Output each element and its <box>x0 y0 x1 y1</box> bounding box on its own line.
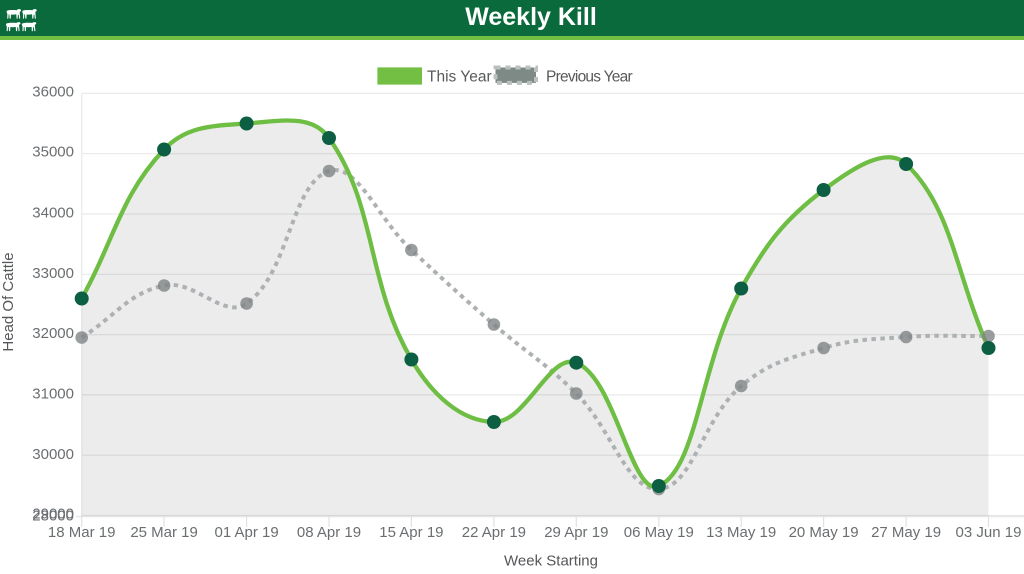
svg-text:08 Apr 19: 08 Apr 19 <box>297 524 361 541</box>
svg-text:32000: 32000 <box>32 325 74 342</box>
svg-text:34000: 34000 <box>32 205 74 222</box>
svg-text:Previous Year: Previous Year <box>546 69 632 86</box>
svg-text:01 Apr 19: 01 Apr 19 <box>214 524 278 541</box>
svg-text:35000: 35000 <box>32 144 74 161</box>
svg-text:03 Jun 19: 03 Jun 19 <box>956 524 1022 541</box>
svg-text:18 Mar 19: 18 Mar 19 <box>48 524 116 541</box>
svg-text:06 May 19: 06 May 19 <box>624 524 694 541</box>
svg-text:33000: 33000 <box>32 265 74 282</box>
svg-text:28000: 28000 <box>32 508 74 525</box>
svg-text:22 Apr 19: 22 Apr 19 <box>462 524 526 541</box>
svg-text:29000: 29000 <box>32 506 74 523</box>
svg-text:15 Apr 19: 15 Apr 19 <box>379 524 443 541</box>
svg-text:25 Mar 19: 25 Mar 19 <box>130 524 198 541</box>
svg-text:13 May 19: 13 May 19 <box>706 524 776 541</box>
svg-text:29 Apr 19: 29 Apr 19 <box>544 524 608 541</box>
svg-text:30000: 30000 <box>32 446 74 463</box>
svg-text:31000: 31000 <box>32 386 74 403</box>
svg-text:27 May 19: 27 May 19 <box>871 524 941 541</box>
svg-text:Head Of Cattle: Head Of Cattle <box>0 252 17 351</box>
svg-text:20 May 19: 20 May 19 <box>789 524 859 541</box>
svg-text:Week Starting: Week Starting <box>504 553 598 570</box>
svg-text:This Year: This Year <box>427 69 492 86</box>
svg-text:36000: 36000 <box>32 83 74 100</box>
